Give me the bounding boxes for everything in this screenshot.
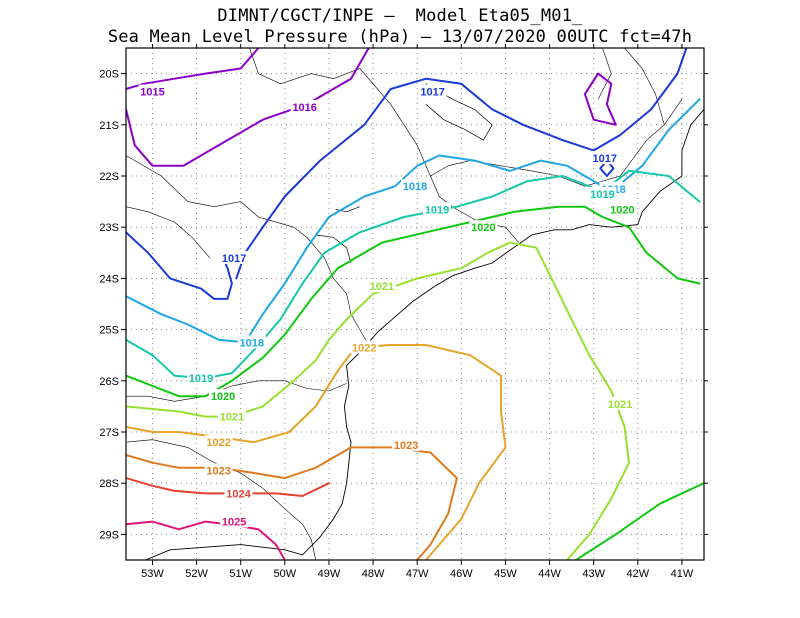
isobar-label-bg [217,409,246,423]
isobar-label-1017: 1017 [222,253,246,265]
isobar-label-bg [204,463,233,477]
isobar-1017 [235,48,688,280]
isobar-1016 [583,72,617,126]
plot-frame [125,47,705,561]
isobar-label-1017: 1017 [592,153,616,165]
tick-label-lat: 21S [99,120,119,132]
state-border [624,48,665,125]
isobar-label-bg [418,84,447,98]
isobar-label-1020: 1020 [211,391,235,403]
isobar-label-bg [204,435,233,449]
isobar-label-bg [606,396,635,410]
isobar-label-bg [608,202,637,216]
isobar-label-bg [367,279,396,293]
isobar-label-1021: 1021 [370,281,394,293]
isobar-labels: 1015101610171017101710181018101810191019… [138,84,637,529]
tick-label-lat: 24S [99,273,119,285]
tick-label-lon: 53W [141,568,164,580]
isobar-label-bg [588,186,617,200]
tick-label-lat: 25S [99,325,119,337]
tick-label-lon: 48W [362,568,385,580]
coastline [144,109,704,560]
isobar-label-bg [220,250,249,264]
tick-label-lon: 47W [406,568,429,580]
isobar-1023 [126,446,458,560]
geography-lines [126,48,704,560]
tick-label-lon: 44W [538,568,561,580]
tick-label-lon: 52W [185,568,208,580]
isobar-label-1017: 1017 [420,87,444,99]
isobar-label-1023: 1023 [394,440,418,452]
river-line [315,234,352,264]
tick-label-lon: 43W [582,568,605,580]
tick-label-lon: 45W [494,568,517,580]
isobar-label-1021: 1021 [608,399,632,411]
isobar-label-1015: 1015 [140,87,164,99]
river-line [425,83,493,141]
state-border [126,155,369,346]
tick-label-lon: 41W [671,568,694,580]
isobar-1025 [126,520,286,560]
isobar-label-bg [290,99,319,113]
isobar-label-1021: 1021 [220,412,244,424]
tick-label-lat: 28S [99,478,119,490]
isobar-label-1019: 1019 [590,189,614,201]
state-border [126,380,347,402]
tick-label-lon: 42W [627,568,650,580]
isobar-label-1022: 1022 [352,343,376,355]
isobar-label-1019: 1019 [189,373,213,385]
isobar-label-1022: 1022 [206,437,230,449]
isobar-1016 [126,48,370,167]
plot-background [126,48,704,560]
tick-label-lat: 26S [99,376,119,388]
isobar-label-bg [423,202,452,216]
isobar-label-bg [590,151,619,165]
isobar-label-bg [401,179,429,193]
isobar-label-bg [237,335,266,349]
state-border [126,439,316,560]
isobar-label-bg [220,514,249,528]
tick-label-lon: 46W [450,568,473,580]
isobar-label-bg [224,486,253,500]
isobar-1024 [126,477,330,497]
tick-label-lat: 23S [99,222,119,234]
tick-label-lat: 29S [99,529,119,541]
tick-label-lon: 49W [318,568,341,580]
isobar-label-1018: 1018 [403,181,427,193]
isobar-label-1023: 1023 [206,465,230,477]
tick-label-lon: 51W [229,568,252,580]
isobar-label-1020: 1020 [610,204,634,216]
state-border [249,48,519,243]
tick-label-lon: 50W [274,568,297,580]
state-border [597,48,612,100]
isobar-1017 [126,231,233,300]
map-title-line-1: DIMNT/CGCT/INPE – Model Eta05_M01_ [217,6,583,26]
isobar-label-1024: 1024 [226,488,251,500]
grid-lines [126,48,704,560]
isobar-label-1018: 1018 [240,337,264,349]
isobar-label-bg [187,371,216,385]
isobar-1020 [575,482,704,560]
state-border [126,206,211,259]
isobar-label-bg [209,389,238,403]
isobar-label-bg [138,84,167,98]
axis-ticks: 53W 52W 51W 50W 49W 48W 47W 46W 45W 44W 43W 42W 41W 2… [99,44,708,580]
tick-label-lat: 22S [99,171,119,183]
tick-label-lat: 20S [99,69,119,81]
isobar-label-bg [469,220,498,234]
isobar-label-bg [392,437,421,451]
isobar-label-1016: 1016 [292,102,316,114]
isobar-label-bg [350,340,379,354]
isobar-label-1025: 1025 [222,517,246,529]
map-title-line-2: Sea Mean Level Pressure (hPa) – 13/07/20… [107,27,693,47]
isobar-label-1020: 1020 [471,222,495,234]
tick-label-lat: 27S [99,427,119,439]
isobar-label-1019: 1019 [425,204,449,216]
